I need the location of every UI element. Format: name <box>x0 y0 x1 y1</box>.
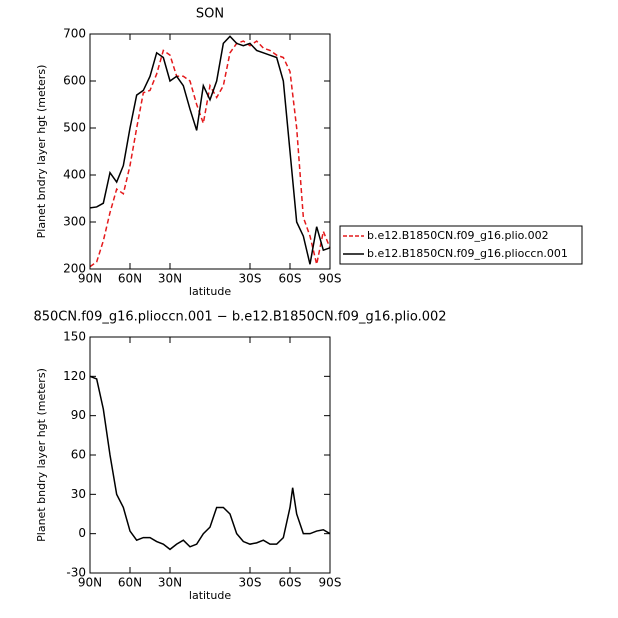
y-tick-label: 600 <box>63 74 86 88</box>
x-axis-label: latitude <box>189 285 231 298</box>
x-tick-label: 30S <box>239 272 262 286</box>
x-tick-label: 30N <box>158 272 182 286</box>
chart-title: SON <box>196 7 224 22</box>
legend-label: b.e12.B1850CN.f09_g16.plioccn.001 <box>367 247 568 260</box>
plot-frame <box>89 336 331 574</box>
y-tick-label: 400 <box>63 168 86 182</box>
x-tick-label: 60N <box>118 272 142 286</box>
chart-title: 850CN.f09_g16.plioccn.001 − b.e12.B1850C… <box>33 310 446 325</box>
x-tick-label: 60S <box>279 576 302 590</box>
y-tick-label: 90 <box>71 408 86 422</box>
x-tick-label: 90S <box>319 272 342 286</box>
x-tick-label: 60N <box>118 576 142 590</box>
line <box>89 40 331 268</box>
line <box>89 375 331 551</box>
x-tick-label: 30N <box>158 576 182 590</box>
y-tick-label: 150 <box>63 330 86 344</box>
x-tick-label: 90N <box>78 576 102 590</box>
legend-label: b.e12.B1850CN.f09_g16.plio.002 <box>367 229 549 242</box>
y-tick-label: -30 <box>66 566 86 580</box>
y-tick-label: 30 <box>71 487 86 501</box>
x-tick-label: 90S <box>319 576 342 590</box>
y-tick-label: 200 <box>63 262 86 276</box>
x-tick-label: 90N <box>78 272 102 286</box>
x-tick-label: 60S <box>279 272 302 286</box>
plot-frame <box>89 33 331 270</box>
y-axis-label: Planet bndry layer hgt (meters) <box>35 368 48 542</box>
y-tick-label: 300 <box>63 215 86 229</box>
line <box>89 35 331 265</box>
y-tick-label: 120 <box>63 369 86 383</box>
y-axis-label: Planet bndry layer hgt (meters) <box>35 65 48 239</box>
x-axis-label: latitude <box>189 589 231 602</box>
x-tick-label: 30S <box>239 576 262 590</box>
legend-box <box>339 225 583 265</box>
y-tick-label: 500 <box>63 121 86 135</box>
y-tick-label: 60 <box>71 448 86 462</box>
y-tick-label: 700 <box>63 27 86 41</box>
y-tick-label: 0 <box>78 526 86 540</box>
